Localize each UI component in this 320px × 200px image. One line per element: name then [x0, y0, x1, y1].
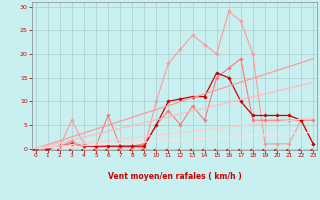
X-axis label: Vent moyen/en rafales ( km/h ): Vent moyen/en rafales ( km/h ): [108, 172, 241, 181]
